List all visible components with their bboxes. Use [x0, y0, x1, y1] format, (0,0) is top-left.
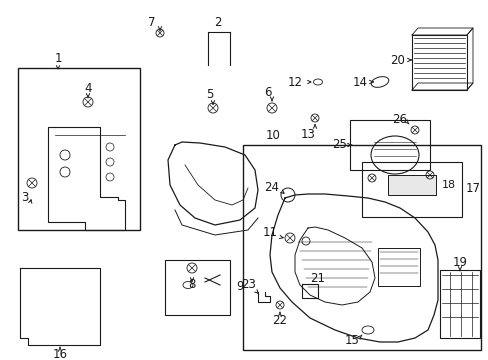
Text: 26: 26	[392, 113, 407, 126]
Text: 25: 25	[331, 139, 346, 152]
Text: 3: 3	[21, 192, 29, 204]
Text: 6: 6	[264, 85, 271, 99]
Bar	[377, 248, 419, 286]
Text: 9: 9	[236, 279, 243, 292]
Text: 8: 8	[188, 279, 195, 292]
Text: 5: 5	[206, 89, 213, 102]
Text: 19: 19	[451, 256, 467, 270]
Bar	[243, 145, 480, 350]
Text: 24: 24	[264, 181, 279, 194]
Text: 14: 14	[352, 76, 367, 89]
Bar	[18, 68, 140, 230]
Text: 2: 2	[214, 15, 221, 28]
Bar	[349, 120, 429, 170]
Text: 23: 23	[241, 279, 256, 292]
Text: 4: 4	[84, 81, 92, 94]
Bar	[439, 270, 479, 338]
Text: 20: 20	[390, 54, 405, 67]
Text: 10: 10	[265, 130, 280, 143]
Text: 15: 15	[344, 333, 359, 346]
Text: 12: 12	[287, 76, 302, 89]
Text: 17: 17	[465, 183, 480, 195]
Text: 11: 11	[262, 226, 277, 239]
Text: 7: 7	[148, 15, 156, 28]
Bar	[387, 175, 435, 195]
Bar	[411, 35, 466, 90]
Text: 1: 1	[54, 51, 61, 64]
Text: 18: 18	[441, 180, 455, 190]
Text: 16: 16	[52, 348, 67, 360]
Text: 22: 22	[272, 314, 287, 327]
Bar	[164, 260, 229, 315]
Text: 21: 21	[310, 271, 325, 284]
Text: 13: 13	[300, 129, 315, 141]
Bar	[361, 162, 461, 217]
